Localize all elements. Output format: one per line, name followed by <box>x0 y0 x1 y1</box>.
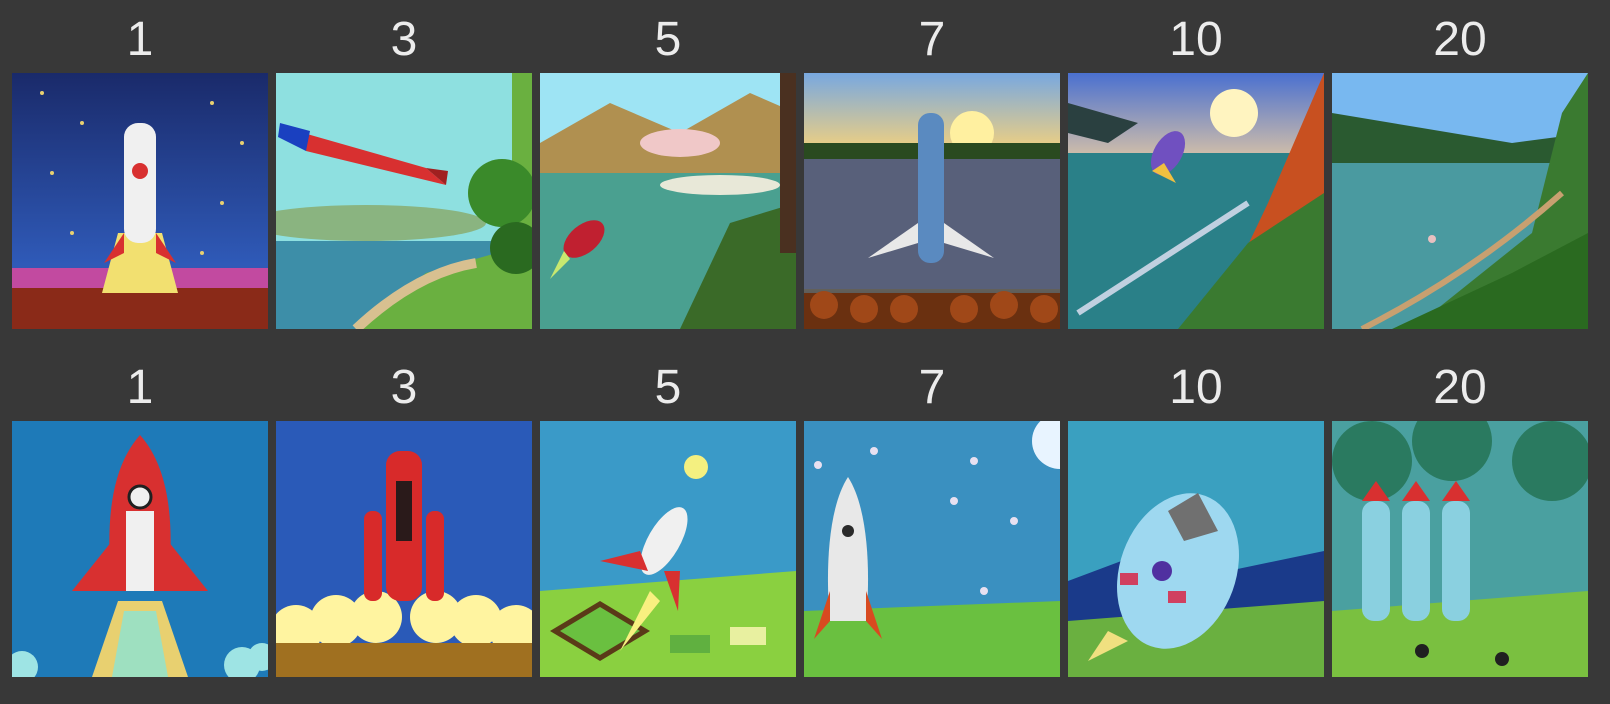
step-label: 3 <box>390 13 418 66</box>
step-label: 3 <box>390 361 418 414</box>
rocket-over-sunset-lake-image <box>804 73 1060 329</box>
grid-cell: 10 <box>1068 0 1324 329</box>
grid-cell: 3 <box>276 0 532 329</box>
grid-cell: 3 <box>276 348 532 677</box>
grid-cell: 1 <box>12 0 268 329</box>
step-label: 1 <box>126 361 154 414</box>
rocket-over-field-image <box>540 421 796 677</box>
rocket-over-forest-lake-image <box>1068 73 1324 329</box>
grid-cell: 7 <box>804 0 1060 329</box>
grid-cell: 1 <box>12 348 268 677</box>
grid-cell: 10 <box>1068 348 1324 677</box>
step-label: 7 <box>918 13 946 66</box>
step-label: 7 <box>918 361 946 414</box>
blue-capsule-rocket-image <box>1068 421 1324 677</box>
red-rocket-liftoff-image <box>12 421 268 677</box>
silver-rocket-starry-sky-image <box>804 421 1060 677</box>
rocket-launch-night-sky-image <box>12 73 268 329</box>
grid-cell: 20 <box>1332 0 1588 329</box>
triple-rockets-landscape-image <box>1332 421 1588 677</box>
grid-cell: 20 <box>1332 348 1588 677</box>
step-label: 5 <box>654 13 682 66</box>
step-label: 5 <box>654 361 682 414</box>
step-label: 10 <box>1169 361 1223 414</box>
grid-cell: 5 <box>540 348 796 677</box>
step-label: 20 <box>1433 361 1487 414</box>
step-label: 10 <box>1169 13 1223 66</box>
rocket-flying-over-lake-image <box>276 73 532 329</box>
grid-cell: 7 <box>804 348 1060 677</box>
red-rocket-cloud-launch-image <box>276 421 532 677</box>
step-label: 1 <box>126 13 154 66</box>
small-rocket-over-lake-image <box>540 73 796 329</box>
grid-cell: 5 <box>540 0 796 329</box>
forest-lake-landscape-image <box>1332 73 1588 329</box>
step-label: 20 <box>1433 13 1487 66</box>
